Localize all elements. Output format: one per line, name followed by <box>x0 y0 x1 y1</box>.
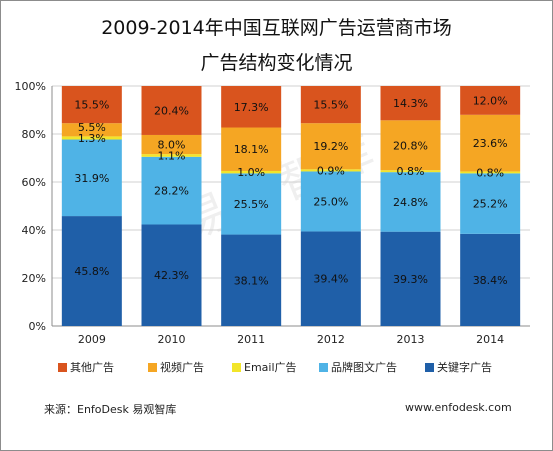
legend-swatch-email <box>232 362 241 372</box>
bar-segment <box>380 170 441 173</box>
bar-segment <box>460 173 521 234</box>
data-label: 23.6% <box>473 137 508 150</box>
bar-segment <box>61 216 122 326</box>
data-label: 15.5% <box>313 99 348 112</box>
data-label: 39.3% <box>393 273 428 286</box>
bar-segment <box>300 86 361 124</box>
bar-segment <box>460 86 521 115</box>
chart-title: 2009-2014年中国互联网广告运营商市场 <box>101 17 452 39</box>
bar-segment <box>380 120 441 171</box>
bar-segment <box>61 139 122 217</box>
bar-segment <box>300 171 361 232</box>
x-tick-label: 2013 <box>397 333 425 346</box>
data-label: 1.0% <box>237 166 265 179</box>
data-label: 15.5% <box>74 99 109 112</box>
data-label: 31.9% <box>74 172 109 185</box>
bar-segment <box>141 224 202 326</box>
legend-item-video: 视频广告 <box>148 359 204 375</box>
x-tick-label: 2009 <box>78 333 106 346</box>
y-tick-label: 0% <box>29 320 46 333</box>
y-tick-label: 40% <box>22 224 46 237</box>
bar-segment <box>300 123 361 170</box>
bar-segment <box>221 127 282 171</box>
data-label: 1.1% <box>158 149 186 162</box>
bar-segment <box>300 231 361 326</box>
data-label: 25.0% <box>313 195 348 208</box>
x-tick-label: 2012 <box>317 333 345 346</box>
bar-segment <box>380 172 441 232</box>
data-label: 1.3% <box>78 132 106 145</box>
legend-swatch-other <box>58 362 67 372</box>
legend-item-brand: 品牌图文广告 <box>319 359 397 375</box>
bar-segment <box>221 170 282 174</box>
chart-subtitle: 广告结构变化情况 <box>200 52 353 74</box>
legend-label-email: Email广告 <box>244 361 297 374</box>
data-label: 24.8% <box>393 196 428 209</box>
legend-swatch-keyword <box>425 362 434 372</box>
legend-label-video: 视频广告 <box>160 361 204 374</box>
bar-segment <box>141 154 202 157</box>
y-tick-label: 80% <box>22 128 46 141</box>
data-label: 14.3% <box>393 97 428 110</box>
data-label: 38.4% <box>473 274 508 287</box>
bar-segment <box>221 234 282 326</box>
bar-segment <box>61 136 122 140</box>
source-note: 来源：EnfoDesk 易观智库 <box>44 403 177 416</box>
data-label: 0.8% <box>397 165 425 178</box>
legend-item-other: 其他广告 <box>58 359 114 375</box>
x-tick-label: 2014 <box>476 333 504 346</box>
data-label: 25.5% <box>234 198 269 211</box>
legend-swatch-video <box>148 362 157 372</box>
x-tick-label: 2010 <box>158 333 186 346</box>
x-tick-label: 2011 <box>237 333 265 346</box>
data-label: 42.3% <box>154 269 189 282</box>
bar-segment <box>61 86 122 124</box>
legend-label-brand: 品牌图文广告 <box>331 361 397 374</box>
bar-segment <box>141 156 202 225</box>
data-label: 45.8% <box>74 265 109 278</box>
bar-segment <box>61 123 122 137</box>
bar-segment <box>221 173 282 235</box>
data-label: 5.5% <box>78 121 106 134</box>
bar-segment <box>221 86 282 128</box>
source-url: www.enfodesk.com <box>405 401 512 414</box>
data-label: 20.8% <box>393 139 428 152</box>
legend-swatch-brand <box>319 362 328 372</box>
y-tick-label: 20% <box>22 272 46 285</box>
legend-label-other: 其他广告 <box>70 361 114 374</box>
data-label: 18.1% <box>234 143 269 156</box>
bar-segment <box>380 86 441 121</box>
legend-item-keyword: 关键字广告 <box>425 359 492 375</box>
data-label: 19.2% <box>313 140 348 153</box>
bar-segment <box>300 169 361 172</box>
bar-segment <box>460 171 521 174</box>
data-label: 38.1% <box>234 274 269 287</box>
legend-item-email: Email广告 <box>232 359 297 375</box>
bar-segment <box>141 134 202 155</box>
y-tick-label: 60% <box>22 176 46 189</box>
data-label: 8.0% <box>158 138 186 151</box>
bar-segment <box>460 233 521 326</box>
data-label: 25.2% <box>473 198 508 211</box>
legend-label-keyword: 关键字广告 <box>437 361 492 374</box>
data-label: 12.0% <box>473 94 508 107</box>
data-label: 39.4% <box>313 273 348 286</box>
bar-segment <box>141 86 202 135</box>
data-label: 17.3% <box>234 101 269 114</box>
bar-segment <box>380 231 441 326</box>
y-tick-label: 100% <box>15 80 46 93</box>
data-label: 20.4% <box>154 104 189 117</box>
bar-segment <box>460 114 521 172</box>
data-label: 0.9% <box>317 164 345 177</box>
data-label: 0.8% <box>476 166 504 179</box>
data-label: 28.2% <box>154 185 189 198</box>
